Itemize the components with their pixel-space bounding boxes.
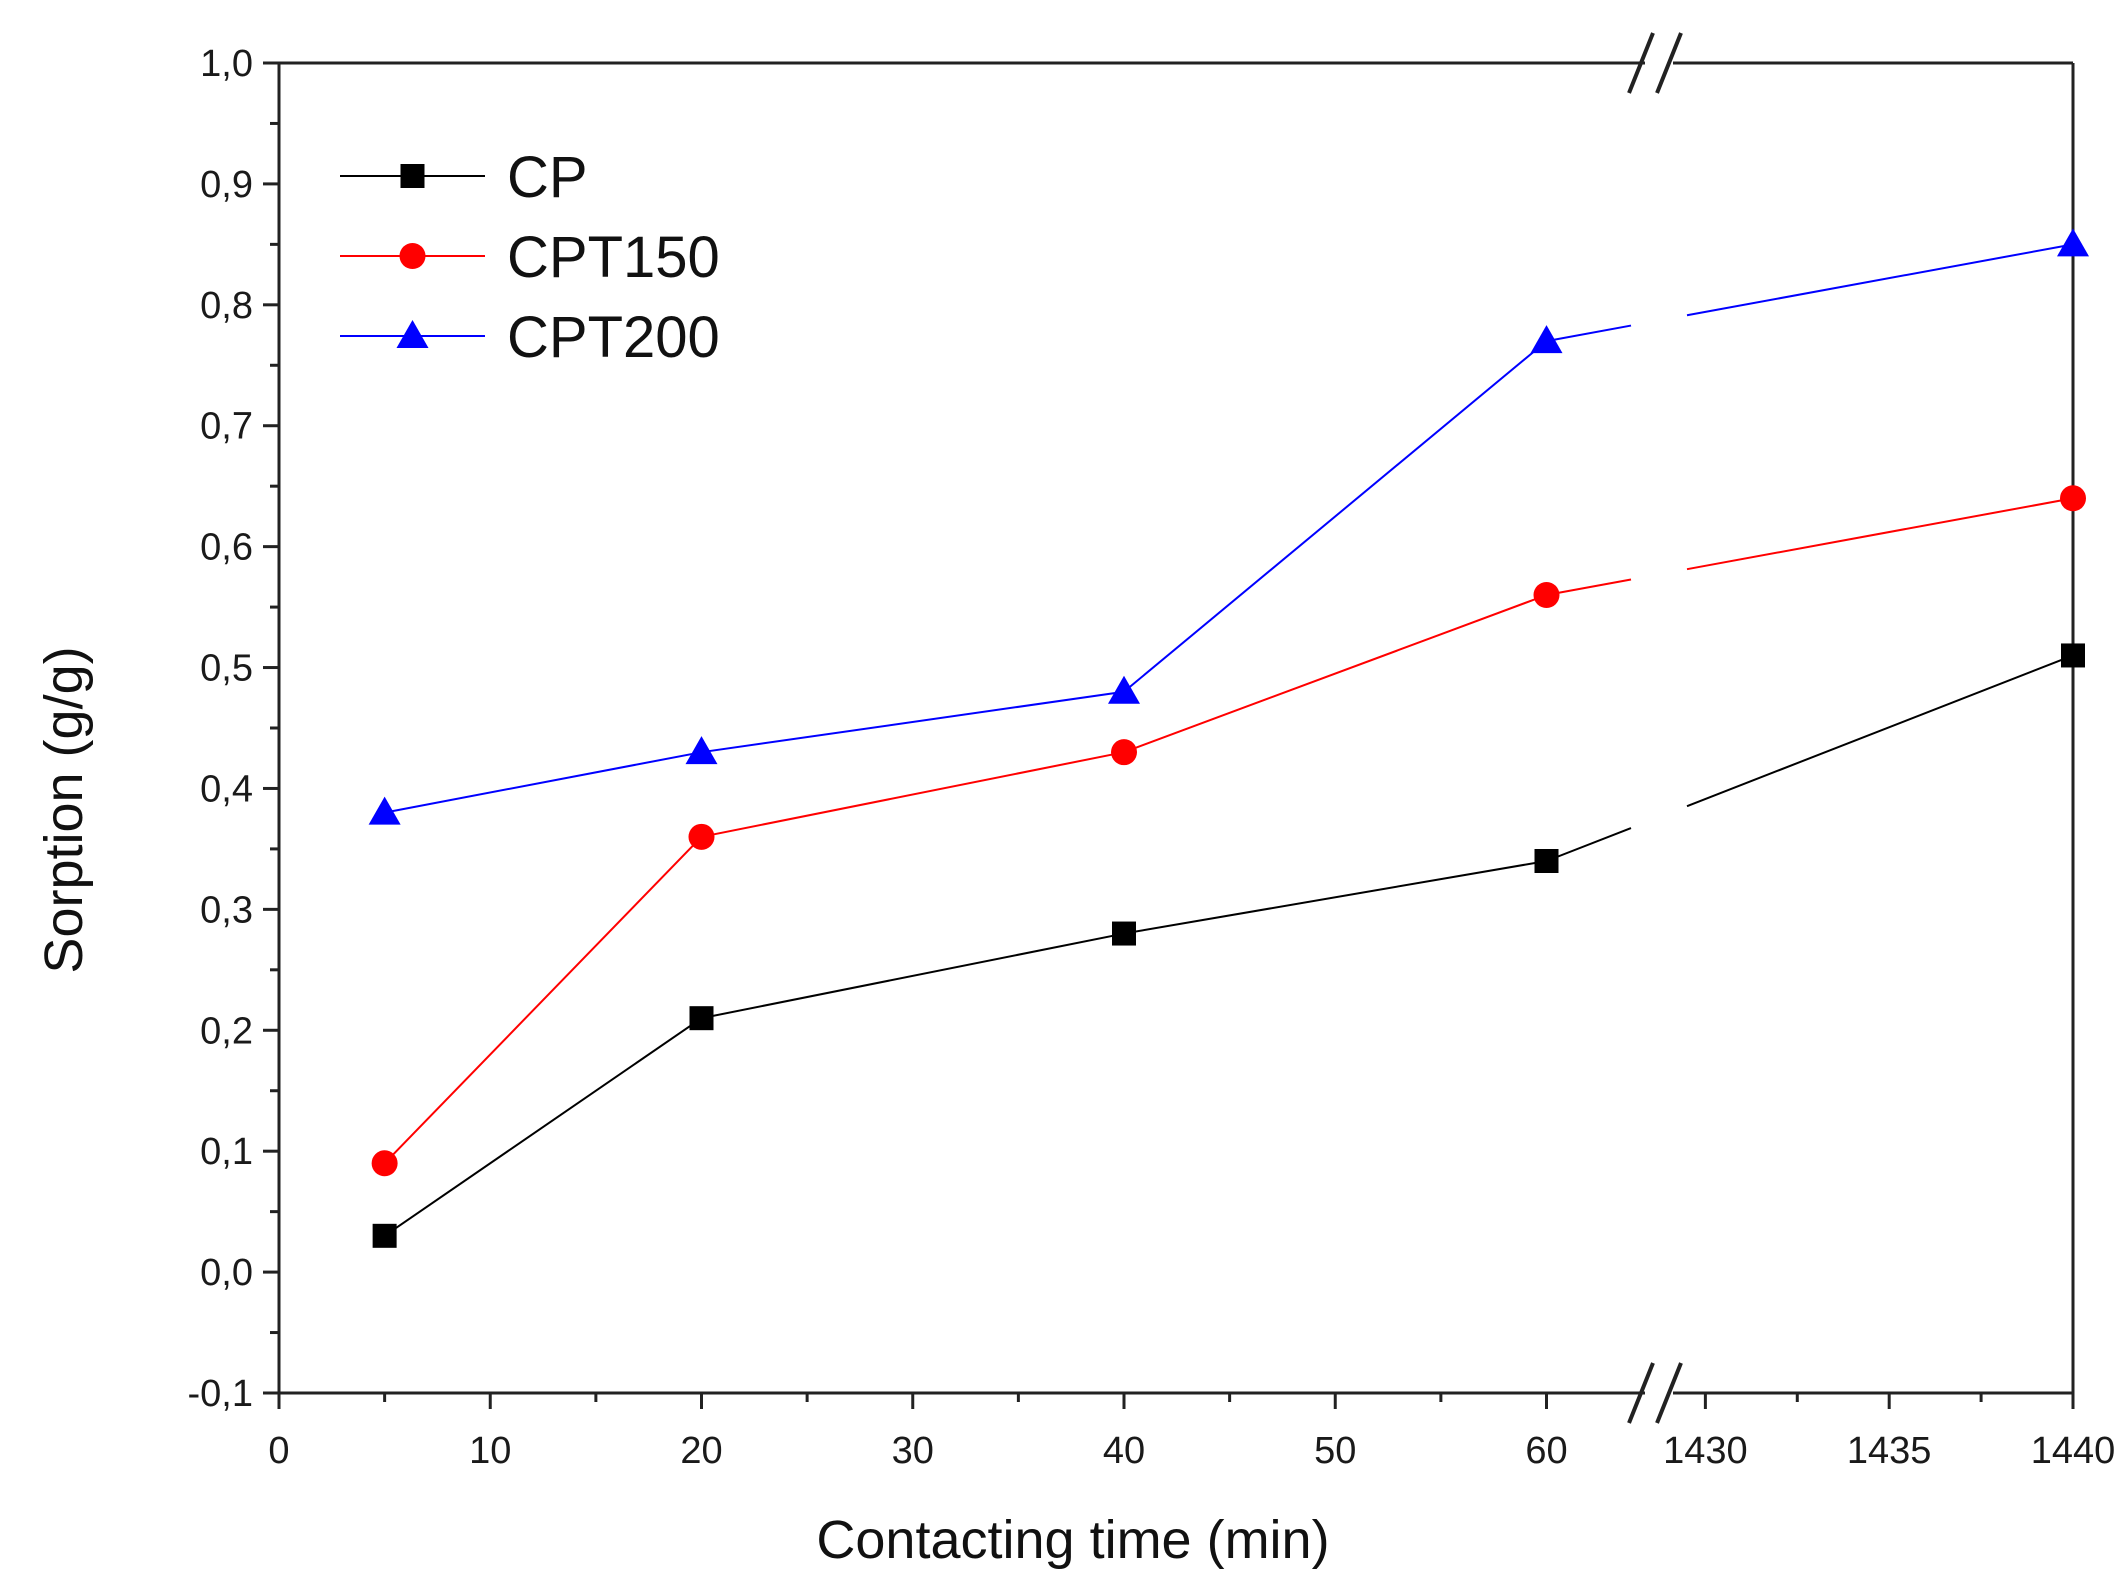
data-point — [2057, 228, 2089, 257]
data-point — [685, 736, 718, 765]
x-axis-title: Contacting time (min) — [816, 1510, 1329, 1570]
y-tick-label: 0,4 — [200, 768, 253, 810]
series-cp — [372, 643, 2085, 1248]
legend-label: CP — [507, 145, 588, 210]
y-axis-title: Sorption (g/g) — [34, 646, 94, 973]
series-line-segment — [1546, 324, 1632, 343]
top-axis-break-b — [1655, 32, 1683, 94]
series-layer — [368, 228, 2089, 1248]
series-cpt150 — [371, 485, 2086, 1177]
data-point — [371, 1150, 398, 1177]
legend-entry-cp: CP — [340, 145, 588, 210]
y-axis: -0,1 0,0 0,1 0,2 0,3 0,4 0,5 0,6 0,7 0,8 0,9 1,0 — [188, 43, 279, 1415]
series-line-segment — [701, 690, 1125, 754]
series-line-segment — [1546, 578, 1632, 596]
y-tick-label: 0,0 — [200, 1252, 253, 1294]
y-tick-label: 1,0 — [200, 43, 253, 85]
series-line-segment — [1686, 654, 2074, 808]
x-tick-label: 1435 — [1847, 1430, 1932, 1472]
series-line-segment — [1123, 340, 1548, 693]
legend-label: CPT150 — [507, 225, 720, 290]
y-tick-label: 0,1 — [200, 1131, 253, 1173]
x-tick-label: 30 — [892, 1430, 934, 1472]
y-tick-label: 0,5 — [200, 648, 253, 690]
data-point — [368, 796, 401, 825]
bottom-axis-break-a — [1627, 1362, 1655, 1424]
series-line-segment — [383, 836, 703, 1164]
x-tick-label: 20 — [680, 1430, 722, 1472]
y-tick-label: -0,1 — [188, 1373, 253, 1415]
data-point — [1533, 582, 1560, 608]
data-point — [1112, 921, 1136, 946]
legend-entry-cpt150: CPT150 — [340, 225, 720, 290]
data-point — [372, 1223, 397, 1248]
series-line-segment — [384, 751, 702, 814]
data-point — [2060, 485, 2086, 512]
x-tick-label: 40 — [1103, 1430, 1145, 1472]
x-tick-label: 50 — [1314, 1430, 1356, 1472]
legend-entry-cpt200: CPT200 — [340, 305, 720, 370]
bottom-axis-break-b — [1655, 1362, 1683, 1424]
x-tick-label: 1430 — [1663, 1430, 1748, 1472]
top-axis-break-a — [1627, 32, 1655, 94]
series-line-segment — [1123, 594, 1547, 754]
x-tick-label: 60 — [1525, 1430, 1567, 1472]
x-tick-label: 1440 — [2031, 1430, 2116, 1472]
y-tick-label: 0,2 — [200, 1010, 253, 1052]
data-point — [689, 1006, 714, 1031]
y-tick-label: 0,8 — [200, 285, 253, 327]
x-axis: 0 10 20 30 40 50 60 1430 1435 1440 — [268, 1393, 2115, 1472]
y-tick-label: 0,6 — [200, 527, 253, 569]
data-point — [2061, 643, 2085, 668]
data-point — [688, 823, 715, 850]
series-line-segment — [1546, 827, 1632, 862]
series-line-segment — [1123, 860, 1547, 935]
series-line-segment — [1686, 497, 2074, 571]
legend-marker — [396, 320, 429, 348]
y-tick-label: 0,9 — [200, 164, 253, 206]
legend: CP CPT150 CPT200 — [340, 145, 720, 370]
y-tick-label: 0,7 — [200, 406, 253, 448]
legend-marker — [400, 164, 425, 188]
y-tick-label: 0,3 — [200, 889, 253, 931]
series-line-segment — [701, 932, 1125, 1020]
data-point — [1534, 849, 1559, 873]
data-point — [1530, 325, 1563, 354]
data-point — [1108, 675, 1140, 704]
series-line-segment — [701, 751, 1125, 838]
series-cpt200 — [368, 228, 2089, 825]
data-point — [1111, 739, 1137, 766]
plot-area — [277, 32, 2075, 1424]
series-line-segment — [384, 1017, 703, 1237]
x-tick-label: 10 — [469, 1430, 511, 1472]
legend-label: CPT200 — [507, 305, 720, 370]
x-tick-label: 0 — [268, 1430, 289, 1472]
legend-marker — [399, 243, 426, 269]
series-line-segment — [1686, 243, 2074, 317]
